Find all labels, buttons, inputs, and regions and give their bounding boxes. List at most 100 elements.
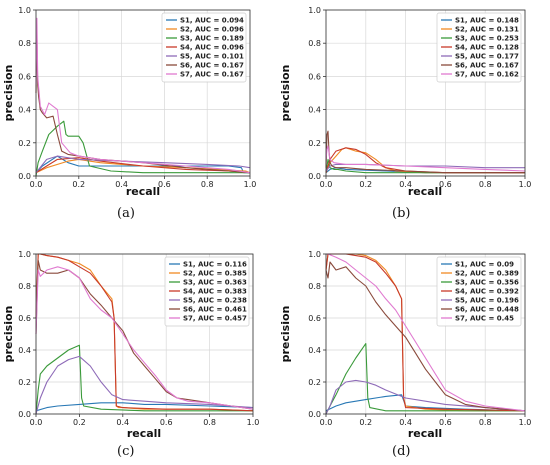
- x-tick-label: 0.2: [359, 180, 372, 189]
- legend-label-s7: S7, AUC = 0.457: [183, 315, 247, 323]
- y-axis-label: precision: [279, 65, 292, 122]
- legend-label-s7: S7, AUC = 0.162: [455, 71, 519, 79]
- legend-label-s4: S4, AUC = 0.128: [455, 44, 519, 52]
- y-tick-label: 0.8: [18, 282, 31, 291]
- series-line-s7: [35, 17, 251, 174]
- legend-label-s2: S2, AUC = 0.385: [183, 270, 247, 278]
- series-line-s7: [325, 145, 526, 172]
- x-tick-label: 0.4: [115, 180, 128, 189]
- legend-label-s3: S3, AUC = 0.253: [455, 35, 519, 43]
- x-tick-label: 0.4: [399, 418, 412, 427]
- series-line-s2: [35, 158, 251, 174]
- chart-panel-c: 0.0 0.2 0.4 0.6 0.8 1.0 0.0 0.2 0.4 0.6 0.8 1.0 reca…: [0, 236, 275, 443]
- y-tick-label: 0.2: [18, 139, 31, 148]
- caption-d: (d): [392, 444, 411, 459]
- y-tick-label: 0.4: [308, 346, 321, 355]
- series-line-s6: [35, 259, 254, 410]
- y-tick-label: 0.6: [308, 314, 321, 323]
- legend-box: [161, 12, 247, 83]
- y-axis-label: precision: [2, 65, 15, 122]
- plot-frame: [35, 253, 254, 415]
- series-line-s1: [35, 402, 254, 412]
- x-axis-label: recall: [127, 427, 161, 440]
- pr-chart-a: 0.0 0.2 0.4 0.6 0.8 1.0 0.0 0.2 0.4 0.6 0.8 1.0 reca…: [2, 6, 257, 198]
- pr-chart-c: 0.0 0.2 0.4 0.6 0.8 1.0 0.0 0.2 0.4 0.6 0.8 1.0 reca…: [2, 250, 260, 440]
- y-axis-label: precision: [2, 306, 15, 363]
- series-line-s7: [326, 253, 526, 412]
- y-tick-label: 0.2: [308, 378, 321, 387]
- plot-frame: [35, 9, 251, 177]
- y-tick-label: 0.0: [308, 172, 321, 181]
- y-tick-label: 0.6: [308, 72, 321, 81]
- legend-label-s1: S1, AUC = 0.116: [183, 261, 247, 269]
- x-tick-label: 0.8: [479, 180, 492, 189]
- y-tick-label: 0.2: [18, 378, 31, 387]
- legend-label-s5: S5, AUC = 0.177: [455, 53, 519, 61]
- series-line-s7: [35, 266, 254, 410]
- y-tick-label: 0.0: [308, 410, 321, 419]
- y-tick-label: 0.6: [18, 314, 31, 323]
- x-tick-label: 0.4: [399, 180, 412, 189]
- y-tick-label: 0.8: [308, 282, 321, 291]
- x-tick-label: 0.0: [30, 418, 43, 427]
- x-tick-label: 1.0: [244, 180, 257, 189]
- series-line-s4: [35, 157, 251, 174]
- legend-label-s6: S6, AUC = 0.167: [180, 62, 244, 70]
- x-tick-label: 0.8: [479, 418, 492, 427]
- legend-label-s2: S2, AUC = 0.096: [180, 26, 244, 34]
- y-tick-label: 0.0: [18, 172, 31, 181]
- y-tick-label: 0.0: [18, 410, 31, 419]
- legend-label-s3: S3, AUC = 0.189: [180, 35, 244, 43]
- legend-label-s1: S1, AUC = 0.094: [180, 17, 244, 25]
- series-line-s3: [325, 343, 525, 415]
- x-axis-label: recall: [408, 185, 442, 198]
- x-tick-label: 0.2: [359, 418, 372, 427]
- legend-label-s6: S6, AUC = 0.167: [455, 62, 519, 70]
- plot-frame: [325, 253, 526, 415]
- legend-label-s6: S6, AUC = 0.461: [183, 306, 247, 314]
- legend-label-s6: S6, AUC = 0.448: [455, 306, 519, 314]
- chart-panel-b: 0.0 0.2 0.4 0.6 0.8 1.0 0.0 0.2 0.4 0.6 0.8 1.0 reca…: [275, 0, 550, 205]
- series-line-s1: [325, 394, 526, 412]
- legend-box: [436, 256, 522, 327]
- series-line-s6: [325, 261, 526, 412]
- y-tick-label: 0.6: [18, 72, 31, 81]
- x-tick-label: 1.0: [519, 180, 532, 189]
- legend-label-s5: S5, AUC = 0.101: [180, 53, 244, 61]
- y-tick-label: 0.4: [308, 106, 321, 115]
- series-line-s4: [35, 253, 254, 412]
- legend-label-s1: S1, AUC = 0.09: [455, 261, 514, 269]
- x-tick-label: 0.6: [160, 418, 173, 427]
- y-tick-label: 0.8: [308, 39, 321, 48]
- pr-chart-d: 0.0 0.2 0.4 0.6 0.8 1.0 0.0 0.2 0.4 0.6 0.8 1.0 reca…: [279, 250, 532, 440]
- x-tick-label: 0.2: [73, 418, 86, 427]
- series-line-s5: [325, 379, 526, 415]
- y-tick-label: 1.0: [18, 250, 31, 259]
- legend-label-s7: S7, AUC = 0.45: [455, 315, 514, 323]
- x-tick-label: 0.8: [203, 418, 216, 427]
- x-tick-label: 1.0: [247, 418, 260, 427]
- x-tick-label: 1.0: [519, 418, 532, 427]
- x-tick-label: 0.0: [320, 180, 333, 189]
- x-tick-label: 0.4: [116, 418, 129, 427]
- x-tick-label: 0.0: [320, 418, 333, 427]
- legend-label-s1: S1, AUC = 0.148: [455, 17, 519, 25]
- legend-label-s3: S3, AUC = 0.363: [183, 279, 247, 287]
- legend-label-s5: S5, AUC = 0.238: [183, 297, 247, 305]
- legend-label-s3: S3, AUC = 0.356: [455, 279, 519, 287]
- chart-panel-d: 0.0 0.2 0.4 0.6 0.8 1.0 0.0 0.2 0.4 0.6 0.8 1.0 reca…: [275, 236, 550, 443]
- x-tick-label: 0.6: [158, 180, 171, 189]
- legend-box: [436, 12, 522, 83]
- x-axis-label: recall: [408, 427, 442, 440]
- series-line-s6: [325, 130, 525, 174]
- legend-label-s4: S4, AUC = 0.096: [180, 44, 244, 52]
- y-tick-label: 0.4: [18, 346, 31, 355]
- caption-a: (a): [117, 206, 135, 221]
- legend-label-s4: S4, AUC = 0.392: [455, 288, 519, 296]
- x-tick-label: 0.2: [72, 180, 85, 189]
- y-tick-label: 0.4: [18, 106, 31, 115]
